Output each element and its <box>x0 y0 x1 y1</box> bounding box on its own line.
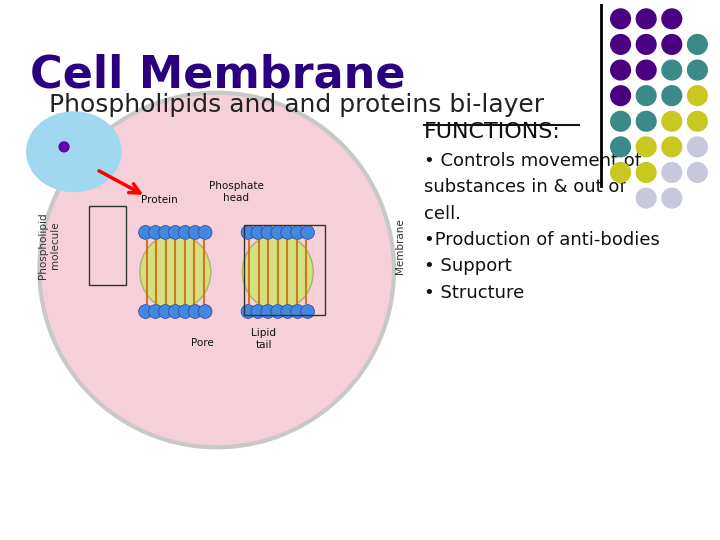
Circle shape <box>291 305 305 319</box>
Circle shape <box>611 137 631 157</box>
Circle shape <box>281 226 294 239</box>
Circle shape <box>636 111 656 131</box>
Circle shape <box>148 226 163 239</box>
Circle shape <box>198 226 212 239</box>
Circle shape <box>301 305 315 319</box>
Circle shape <box>241 305 255 319</box>
Circle shape <box>662 111 682 131</box>
Circle shape <box>189 226 202 239</box>
Text: Pore: Pore <box>191 338 213 348</box>
Circle shape <box>241 226 255 239</box>
Circle shape <box>611 86 631 105</box>
Circle shape <box>611 60 631 80</box>
Circle shape <box>688 137 707 157</box>
Circle shape <box>688 163 707 183</box>
Circle shape <box>291 226 305 239</box>
Circle shape <box>662 163 682 183</box>
Circle shape <box>636 60 656 80</box>
Circle shape <box>636 35 656 55</box>
Circle shape <box>611 35 631 55</box>
Text: Protein: Protein <box>141 195 178 205</box>
Circle shape <box>688 86 707 105</box>
Circle shape <box>662 35 682 55</box>
Circle shape <box>139 305 153 319</box>
Circle shape <box>688 35 707 55</box>
Circle shape <box>261 305 275 319</box>
Circle shape <box>179 305 192 319</box>
Text: Phosphate
head: Phosphate head <box>209 181 264 203</box>
Circle shape <box>611 163 631 183</box>
Circle shape <box>611 111 631 131</box>
Circle shape <box>688 111 707 131</box>
Circle shape <box>158 226 172 239</box>
Circle shape <box>158 305 172 319</box>
Circle shape <box>168 226 182 239</box>
Ellipse shape <box>243 234 313 310</box>
Bar <box>89 206 126 285</box>
Circle shape <box>688 60 707 80</box>
Circle shape <box>198 305 212 319</box>
Circle shape <box>611 9 631 29</box>
Circle shape <box>281 305 294 319</box>
Text: Cell Membrane: Cell Membrane <box>30 53 405 96</box>
Circle shape <box>261 226 275 239</box>
Circle shape <box>636 137 656 157</box>
Circle shape <box>271 305 284 319</box>
Text: Lipid
tail: Lipid tail <box>251 328 276 350</box>
Circle shape <box>40 93 394 447</box>
Circle shape <box>662 137 682 157</box>
Bar <box>244 225 325 315</box>
Text: Phospholipids and and proteins bi-layer: Phospholipids and and proteins bi-layer <box>49 93 544 117</box>
Circle shape <box>251 226 265 239</box>
Circle shape <box>139 226 153 239</box>
Circle shape <box>189 305 202 319</box>
Circle shape <box>636 163 656 183</box>
Circle shape <box>168 305 182 319</box>
Circle shape <box>662 9 682 29</box>
Text: Phospholipid
molecule: Phospholipid molecule <box>38 212 60 279</box>
Circle shape <box>662 86 682 105</box>
Ellipse shape <box>27 112 121 191</box>
Circle shape <box>636 9 656 29</box>
Circle shape <box>636 86 656 105</box>
Text: FUNCTIONS:: FUNCTIONS: <box>423 122 560 142</box>
Circle shape <box>179 226 192 239</box>
Circle shape <box>662 188 682 208</box>
Circle shape <box>251 305 265 319</box>
Ellipse shape <box>140 234 211 310</box>
Circle shape <box>662 60 682 80</box>
Circle shape <box>59 142 69 152</box>
Text: Membrane: Membrane <box>395 218 405 274</box>
Circle shape <box>271 226 284 239</box>
Circle shape <box>148 305 163 319</box>
Circle shape <box>636 188 656 208</box>
Circle shape <box>301 226 315 239</box>
Text: • Controls movement of
substances in & out of
cell.
•Production of anti-bodies
•: • Controls movement of substances in & o… <box>423 152 660 302</box>
